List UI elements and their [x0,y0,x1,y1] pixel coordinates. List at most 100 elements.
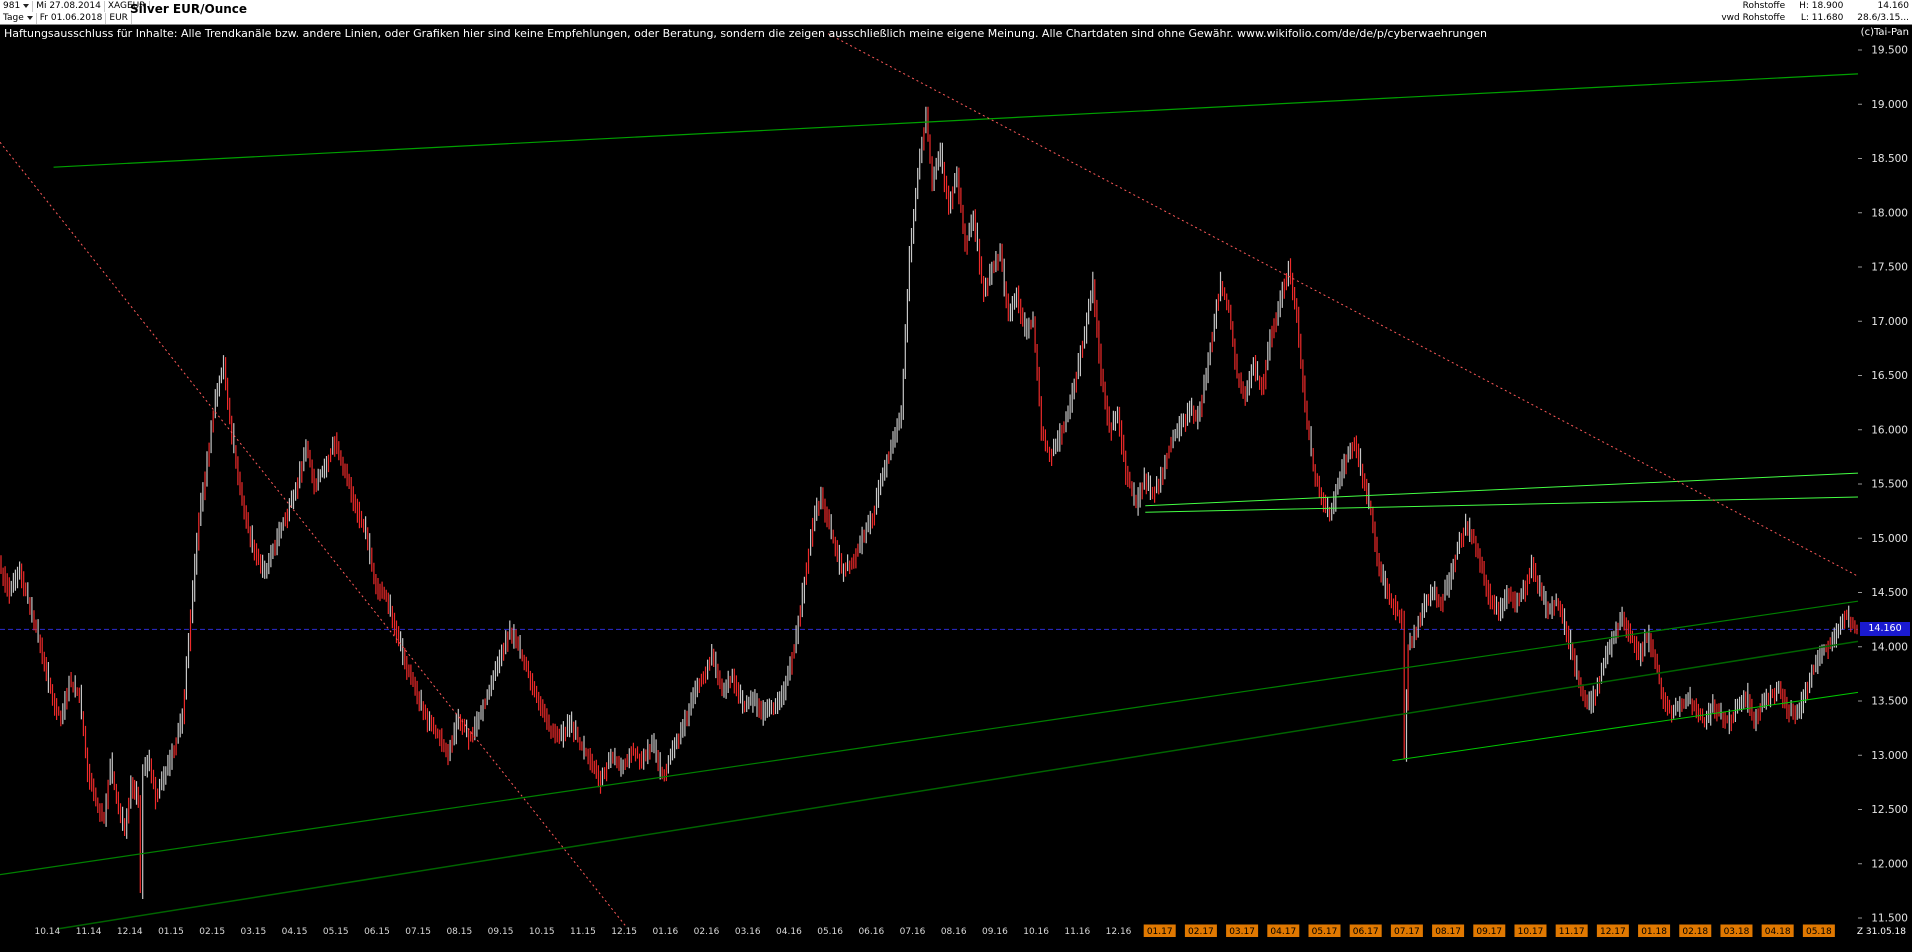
start-date-field[interactable]: Mi 27.08.2014 [33,0,105,12]
trend-line-recent-support [1392,691,1859,762]
svg-text:15.000: 15.000 [1871,533,1908,545]
svg-text:06.15: 06.15 [364,927,390,937]
svg-text:09.17: 09.17 [1476,927,1502,937]
change-value: 28.6/3.15... [1857,13,1909,23]
y-axis: 19.500 19.000 18.500 18.000 17.500 17.000 16.5… [1858,45,1908,925]
svg-text:05.15: 05.15 [323,927,349,937]
svg-text:17.000: 17.000 [1871,316,1908,328]
svg-text:01.15: 01.15 [158,927,184,937]
svg-text:05.18: 05.18 [1806,927,1832,937]
svg-text:05.16: 05.16 [817,927,843,937]
svg-text:14.500: 14.500 [1871,587,1908,599]
svg-text:16.000: 16.000 [1871,424,1908,436]
svg-text:04.17: 04.17 [1270,927,1296,937]
bar-count-value: 981 [3,0,21,11]
svg-text:01.17: 01.17 [1147,927,1173,937]
trend-line-downtrend-left [0,141,627,927]
trend-line-steep-support [57,640,1859,930]
trend-line-long-support [0,600,1859,876]
svg-text:10.14: 10.14 [34,927,60,937]
svg-text:04.15: 04.15 [282,927,308,937]
trend-line-downtrend-right [827,33,1859,577]
svg-text:03.16: 03.16 [735,927,761,937]
toolbar-right: Rohstoffe H: 18.900 14.160 vwd Rohstoffe… [1721,0,1909,24]
group-label: Rohstoffe [1742,1,1786,11]
svg-text:03.18: 03.18 [1724,927,1750,937]
svg-text:12.16: 12.16 [1106,927,1132,937]
svg-text:12.17: 12.17 [1600,927,1626,937]
svg-text:11.16: 11.16 [1064,927,1090,937]
toolbar: 981 Mi 27.08.2014 XAGEUR Tage Fr 01.06.2… [0,0,1912,25]
svg-text:Z 31.05.18: Z 31.05.18 [1857,927,1906,937]
svg-text:08.17: 08.17 [1435,927,1461,937]
svg-text:11.500: 11.500 [1871,913,1908,925]
currency-field: EUR [106,12,132,24]
low-label: L: 11.680 [1800,13,1844,23]
svg-text:16.500: 16.500 [1871,370,1908,382]
svg-text:02.16: 02.16 [694,927,720,937]
svg-text:11.14: 11.14 [76,927,102,937]
svg-text:15.500: 15.500 [1871,479,1908,491]
feed-label: vwd Rohstoffe [1721,13,1786,23]
svg-text:11.15: 11.15 [570,927,596,937]
svg-text:07.17: 07.17 [1394,927,1420,937]
svg-text:03.15: 03.15 [240,927,266,937]
svg-text:05.17: 05.17 [1312,927,1338,937]
svg-text:12.14: 12.14 [117,927,143,937]
period-value: Tage [3,12,24,23]
svg-text:13.500: 13.500 [1871,696,1908,708]
svg-text:13.000: 13.000 [1871,750,1908,762]
svg-text:02.15: 02.15 [199,927,225,937]
chevron-down-icon [23,4,30,8]
svg-text:06.16: 06.16 [858,927,884,937]
svg-text:01.18: 01.18 [1641,927,1667,937]
svg-text:08.15: 08.15 [446,927,472,937]
disclaimer-text: Haftungsausschluss für Inhalte: Alle Tre… [4,27,1488,40]
svg-text:09.16: 09.16 [982,927,1008,937]
symbol-field[interactable]: XAGEUR [105,0,150,12]
trend-line-upper-channel [53,73,1859,168]
svg-text:08.16: 08.16 [941,927,967,937]
svg-text:03.17: 03.17 [1229,927,1255,937]
svg-text:04.18: 04.18 [1765,927,1791,937]
trend-lines [0,33,1859,930]
svg-text:14.000: 14.000 [1871,641,1908,653]
svg-text:07.15: 07.15 [405,927,431,937]
svg-text:10.17: 10.17 [1518,927,1544,937]
svg-text:18.000: 18.000 [1871,207,1908,219]
svg-text:10.15: 10.15 [529,927,555,937]
svg-text:11.17: 11.17 [1559,927,1585,937]
up-bars [10,106,1850,899]
instrument-title: Silver EUR/Ounce [130,2,248,16]
svg-text:12.15: 12.15 [611,927,637,937]
last-value: 14.160 [1877,1,1910,11]
down-bars [0,106,1858,893]
trend-line-light-resistance-1 [1145,472,1859,507]
svg-text:02.17: 02.17 [1188,927,1214,937]
svg-text:17.500: 17.500 [1871,262,1908,274]
svg-text:09.15: 09.15 [488,927,514,937]
period-dropdown[interactable]: Tage [0,12,37,24]
svg-text:12.500: 12.500 [1871,804,1908,816]
svg-text:02.18: 02.18 [1682,927,1708,937]
taipan-watermark: (c)Tai-Pan [1860,27,1909,38]
price-bars [0,106,1858,899]
svg-text:01.16: 01.16 [652,927,678,937]
svg-text:06.17: 06.17 [1353,927,1379,937]
svg-text:19.000: 19.000 [1871,99,1908,111]
x-axis: 10.14 11.14 12.14 01.15 02.15 03.15 04.15 05.15… [34,924,1906,937]
end-date-field[interactable]: Fr 01.06.2018 [37,12,107,24]
svg-text:12.000: 12.000 [1871,858,1908,870]
last-price-badge: 14.160 [1860,622,1910,637]
svg-text:07.16: 07.16 [900,927,926,937]
svg-text:10.16: 10.16 [1023,927,1049,937]
svg-text:18.500: 18.500 [1871,153,1908,165]
high-label: H: 18.900 [1799,1,1844,11]
trend-line-light-resistance-2 [1145,496,1859,513]
bar-count-dropdown[interactable]: 981 [0,0,34,12]
chevron-down-icon [26,16,33,20]
toolbar-left: 981 Mi 27.08.2014 XAGEUR Tage Fr 01.06.2… [0,0,150,24]
svg-text:04.16: 04.16 [776,927,802,937]
